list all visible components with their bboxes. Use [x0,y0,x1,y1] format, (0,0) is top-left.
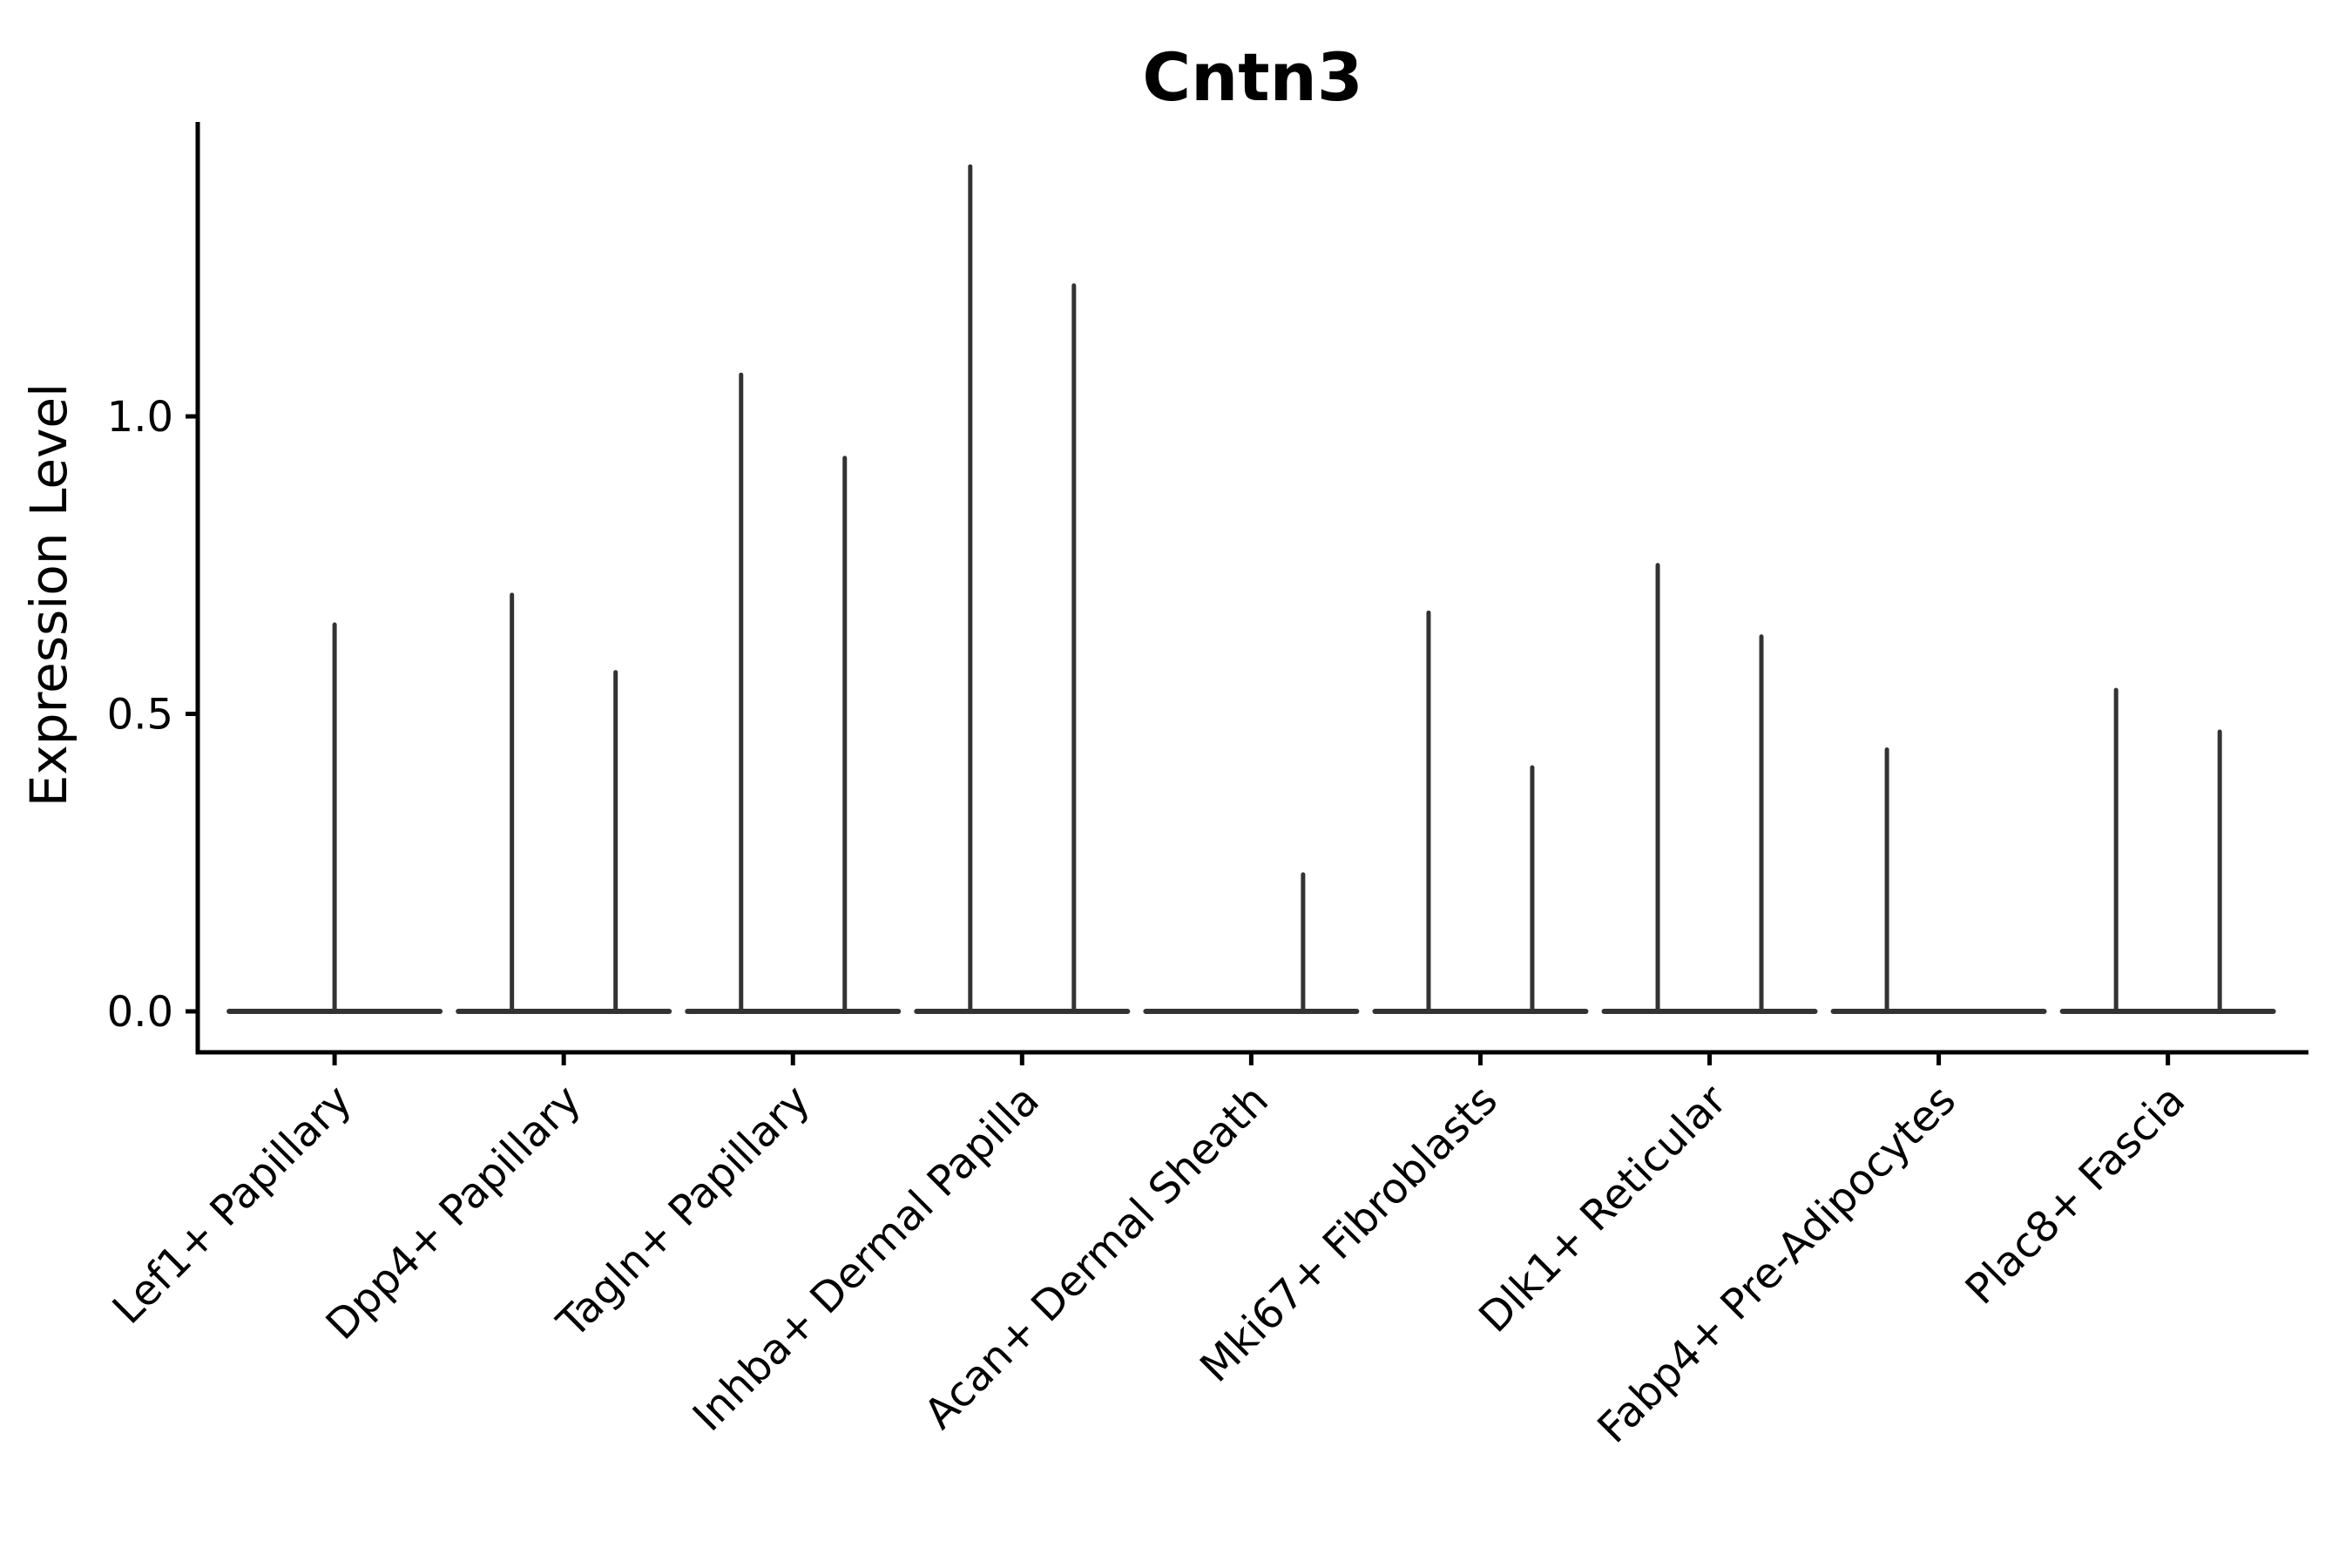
x-tick-label: Dpp4+ Papillary [317,1076,591,1349]
x-tick-label: Dlk1+ Reticular [1470,1076,1736,1342]
y-tick-label: 0.5 [107,690,173,739]
x-tick-label: Plac8+ Fascia [1957,1076,2195,1315]
y-axis-label: Expression Level [19,383,78,807]
violin-glyphs [226,164,2276,1014]
y-tick-marks [186,414,198,1014]
x-tick-label: Lef1+ Papillary [104,1076,362,1334]
y-tick-label: 0.0 [107,988,173,1037]
x-tick-label: Tagln+ Papillary [547,1076,819,1348]
y-tick-labels: 0.0 0.5 1.0 [107,393,173,1037]
y-tick-label: 1.0 [107,393,173,442]
x-tick-marks [332,1052,2171,1065]
chart-title: Cntn3 [1142,38,1362,116]
